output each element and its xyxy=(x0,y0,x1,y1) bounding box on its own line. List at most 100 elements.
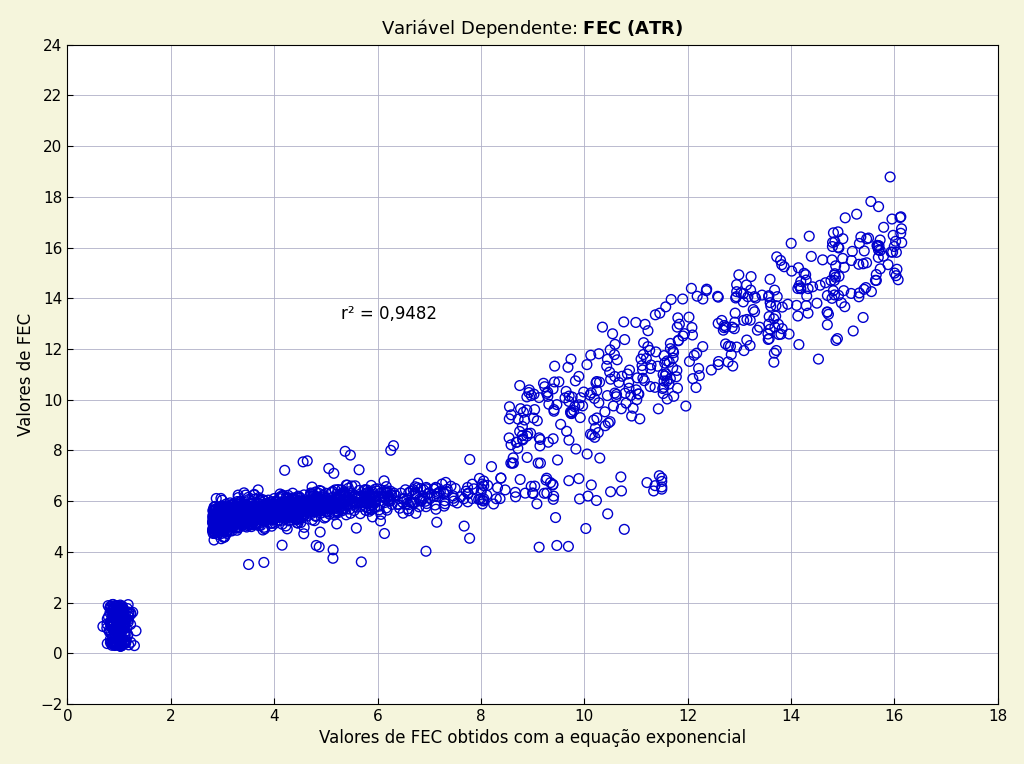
Point xyxy=(237,507,253,520)
Point xyxy=(641,345,657,357)
Point xyxy=(308,539,325,552)
Point xyxy=(207,520,223,532)
Point xyxy=(888,235,904,248)
Point xyxy=(368,494,384,507)
Point xyxy=(105,624,122,636)
Point xyxy=(245,503,261,515)
Point xyxy=(262,517,279,529)
Point xyxy=(289,516,305,529)
Point xyxy=(99,637,116,649)
Point xyxy=(272,491,289,503)
Point xyxy=(207,520,223,532)
Point xyxy=(244,518,260,530)
Point xyxy=(109,616,125,628)
Point xyxy=(525,388,542,400)
Point xyxy=(572,392,589,404)
Point xyxy=(241,505,257,517)
Point xyxy=(636,337,652,349)
Point xyxy=(112,601,128,613)
Point xyxy=(275,504,292,516)
Point xyxy=(113,605,129,617)
Point xyxy=(333,495,349,507)
Point xyxy=(599,353,615,365)
Point xyxy=(238,503,254,516)
Point xyxy=(868,268,885,280)
Point xyxy=(280,523,296,535)
Point xyxy=(227,500,244,513)
Point xyxy=(246,506,262,518)
Point xyxy=(290,517,306,529)
Point xyxy=(501,432,517,444)
Point xyxy=(114,603,130,615)
Point xyxy=(106,636,123,648)
Point xyxy=(275,507,292,520)
Point xyxy=(523,390,540,402)
Point xyxy=(219,508,236,520)
Point xyxy=(219,507,236,520)
Point xyxy=(855,257,871,270)
Point xyxy=(112,625,128,637)
Point xyxy=(738,279,755,291)
Point xyxy=(214,510,230,522)
Point xyxy=(361,489,378,501)
Point xyxy=(215,516,231,528)
Point xyxy=(669,321,685,333)
Point xyxy=(112,620,128,632)
Point xyxy=(616,523,633,536)
Point xyxy=(212,506,228,518)
Point xyxy=(322,499,338,511)
Point xyxy=(256,499,272,511)
Point xyxy=(228,510,245,523)
Point xyxy=(216,515,232,527)
Point xyxy=(244,501,260,513)
Point xyxy=(247,502,263,514)
Point xyxy=(242,503,258,515)
Point xyxy=(367,494,383,507)
Point xyxy=(328,493,344,505)
Point xyxy=(294,510,310,522)
Point xyxy=(270,507,287,519)
Point xyxy=(304,481,321,493)
Point xyxy=(694,293,711,305)
Point xyxy=(243,507,259,520)
Point xyxy=(207,520,223,533)
Point xyxy=(318,496,335,508)
Point xyxy=(475,493,492,505)
Point xyxy=(212,518,228,530)
Point xyxy=(428,481,444,494)
Point xyxy=(284,503,300,515)
Point xyxy=(119,602,135,614)
Point xyxy=(226,503,243,516)
Point xyxy=(244,511,260,523)
Point xyxy=(237,518,253,530)
Point xyxy=(240,510,256,523)
Point xyxy=(880,258,896,270)
Point xyxy=(251,500,267,513)
Point xyxy=(207,519,223,531)
Point xyxy=(279,504,295,516)
Point xyxy=(252,503,268,515)
Point xyxy=(207,520,223,532)
Point xyxy=(111,619,127,631)
Point xyxy=(218,519,234,531)
Point xyxy=(505,457,521,469)
Point xyxy=(591,397,607,409)
Point xyxy=(669,364,685,377)
Point xyxy=(475,480,492,492)
Point xyxy=(600,417,616,429)
Point xyxy=(288,500,304,512)
Point xyxy=(222,508,239,520)
Point xyxy=(115,633,131,646)
Point xyxy=(264,499,281,511)
Point xyxy=(710,358,726,371)
Point xyxy=(212,503,228,515)
Point xyxy=(635,348,651,361)
Point xyxy=(754,289,770,301)
Point xyxy=(357,484,374,496)
Point xyxy=(261,504,278,516)
Point xyxy=(211,513,227,525)
Point xyxy=(399,497,416,510)
Point xyxy=(208,507,224,520)
Point xyxy=(292,492,308,504)
Point xyxy=(633,353,649,365)
